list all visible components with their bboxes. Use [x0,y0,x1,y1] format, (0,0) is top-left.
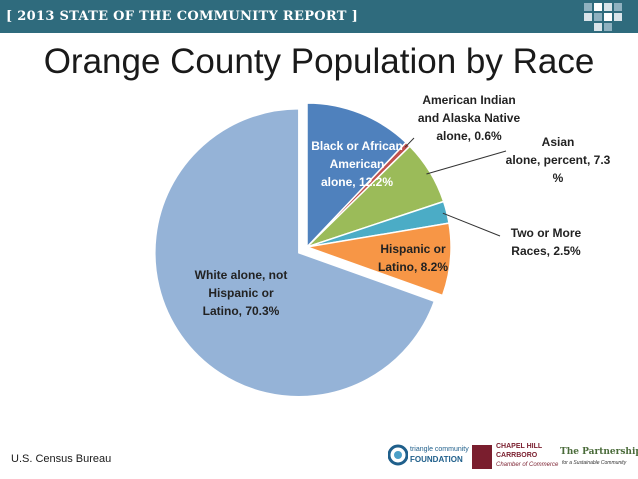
slice-hispanic [304,222,452,297]
tcf-swirl-icon [388,444,408,466]
leader-asian [426,150,507,175]
leader-lines [404,137,507,237]
chart-title: Orange County Population by Race [43,42,595,81]
partnership-logo: The Partnership for a Sustainable Commun… [560,447,638,466]
chamber-emblem-icon [472,445,492,469]
label-two-or-more: Two or More Races, 2.5% [510,226,582,258]
label-asian: Asian alone, percent, 7.3 % [505,135,611,185]
slice-black [306,102,408,249]
leader-two-or-more [442,212,501,237]
chapel-hill-carrboro-chamber-logo: CHAPEL HILL CARRBORO Chamber of Commerce [472,442,558,472]
triangle-community-foundation-logo: triangle community FOUNDATION [388,440,470,472]
decorative-squares-icon [584,2,624,32]
label-hispanic: Hispanic or Latino, 8.2% [377,242,448,274]
leader-american-indian [404,137,415,148]
slice-white [154,108,436,398]
label-white: White alone, not Hispanic or Latino, 70.… [194,268,288,318]
label-american-indian: American Indian and Alaska Native alone,… [417,93,521,143]
pie-slices [154,102,452,398]
banner-title: [ 2013 STATE OF THE COMMUNITY REPORT ] [6,9,359,24]
label-black: Black or African American alone, 12.2% [311,139,403,189]
report-banner: [ 2013 STATE OF THE COMMUNITY REPORT ] [0,0,638,33]
source-note: U.S. Census Bureau [11,453,112,465]
